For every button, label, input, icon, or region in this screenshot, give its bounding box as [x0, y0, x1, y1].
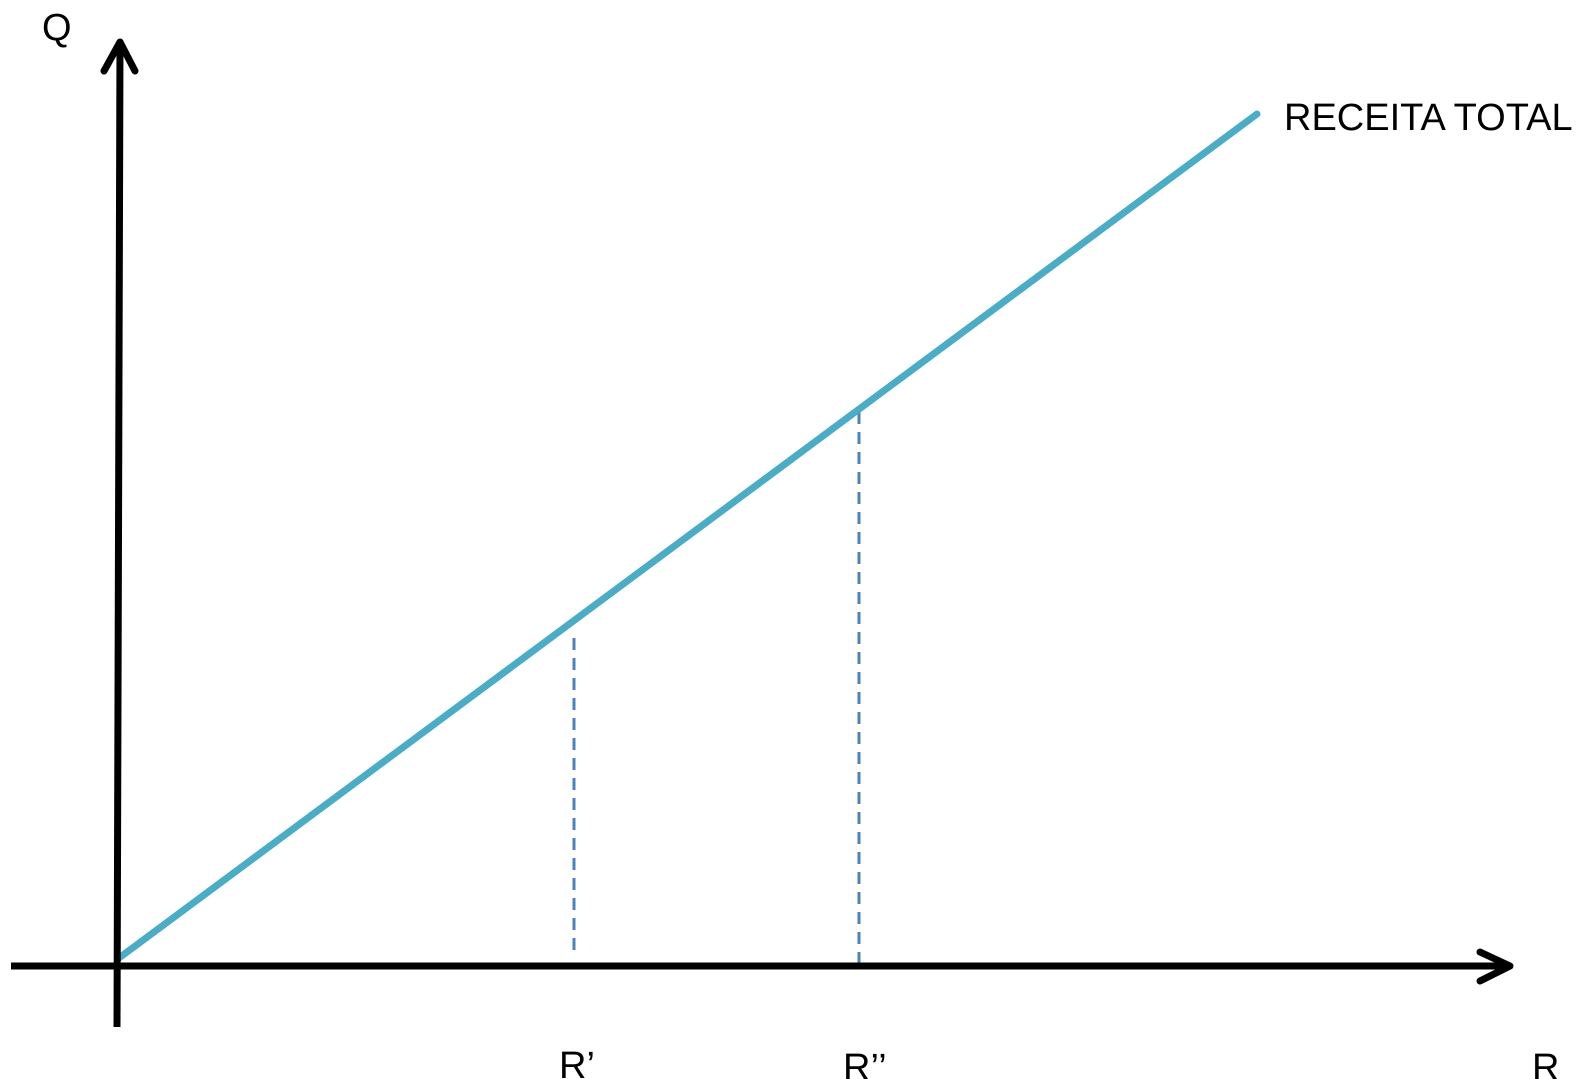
y-axis-line	[113, 41, 124, 1028]
receita-total-line	[115, 110, 1261, 962]
y-axis	[100, 38, 139, 1028]
receita-total-label: RECEITA TOTAL	[1284, 97, 1573, 139]
x-axis-arrowhead	[1476, 948, 1514, 985]
x-axis-label: R	[1532, 1047, 1559, 1079]
y-axis-label: Q	[42, 7, 72, 49]
r-prime-label: R’	[559, 1045, 595, 1079]
r-double-prime-label: R’’	[843, 1047, 887, 1079]
y-axis-arrowhead	[100, 38, 139, 75]
x-axis	[11, 948, 1514, 985]
